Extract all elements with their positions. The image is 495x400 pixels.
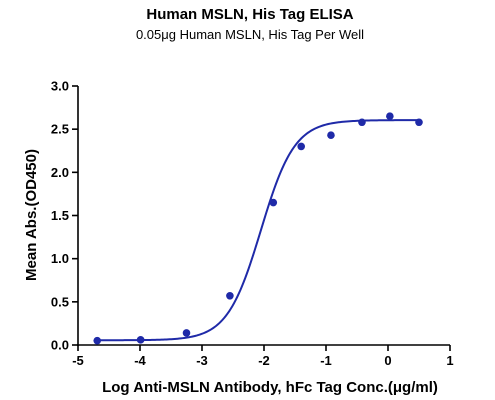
x-tick-label: -5: [72, 353, 84, 368]
chart-title: Human MSLN, His Tag ELISA: [146, 6, 353, 23]
data-point: [226, 291, 234, 300]
x-tick-label: 1: [446, 353, 453, 368]
data-point: [327, 131, 335, 140]
fit-layer: [97, 119, 419, 342]
data-point: [358, 118, 366, 127]
y-tick-label: 0.5: [51, 294, 69, 309]
x-tick-label: -2: [258, 353, 270, 368]
chart-subtitle: 0.05μg Human MSLN, His Tag Per Well: [136, 27, 364, 42]
y-tick-label: 1.0: [51, 251, 69, 266]
x-tick-label: -1: [320, 353, 332, 368]
data-point: [297, 142, 306, 151]
x-tick-label: -3: [196, 353, 208, 368]
y-tick-label: 2.0: [51, 165, 69, 180]
x-tick-label: -4: [134, 353, 146, 368]
data-point: [182, 329, 191, 337]
data-point: [93, 336, 102, 345]
points-layer: [93, 112, 423, 345]
fit-curve: [97, 119, 419, 342]
y-tick-label: 2.5: [51, 122, 69, 137]
x-tick-label: 0: [384, 353, 391, 368]
y-tick-label: 1.5: [51, 208, 69, 223]
data-point: [269, 198, 278, 207]
x-axis-label: Log Anti-MSLN Antibody, hFc Tag Conc.(μg…: [102, 379, 438, 396]
data-point: [386, 112, 394, 121]
axes: 0.0 0.5 1.0 1.5 2.0 2.5 3.0 -5 -4 -3 -2 -1 0 1: [51, 79, 454, 369]
y-tick-label: 0.0: [51, 338, 69, 353]
data-point: [136, 336, 145, 344]
y-tick-label: 3.0: [51, 79, 69, 94]
y-axis-label: Mean Abs.(OD450): [23, 149, 40, 281]
data-point: [415, 118, 423, 127]
